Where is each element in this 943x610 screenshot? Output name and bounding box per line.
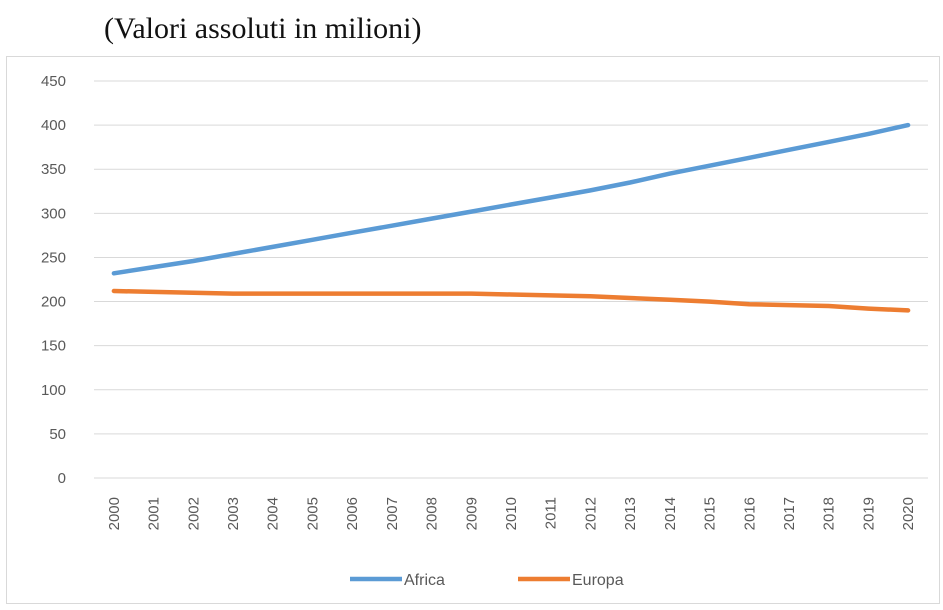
y-tick-label: 300 [41, 205, 66, 222]
y-tick-label: 50 [49, 426, 66, 443]
y-tick-label: 200 [41, 294, 66, 311]
y-tick-label: 350 [41, 161, 66, 178]
x-tick-label: 2016 [741, 497, 758, 530]
chart-frame [6, 56, 940, 604]
x-tick-label: 2006 [344, 497, 361, 530]
gridlines [94, 80, 928, 479]
x-tick-label: 2019 [860, 497, 877, 530]
x-tick-label: 2017 [781, 497, 798, 530]
x-tick-label: 2008 [424, 497, 441, 530]
x-tick-label: 2005 [304, 497, 321, 530]
legend: Africa Europa [350, 572, 624, 589]
x-tick-label: 2000 [106, 497, 123, 530]
y-tick-label: 100 [41, 382, 66, 399]
y-tick-label: 450 [41, 73, 66, 90]
x-tick-label: 2011 [543, 497, 560, 529]
x-tick-label: 2007 [384, 497, 401, 530]
x-tick-label: 2018 [821, 497, 838, 530]
series-line-europa [111, 288, 911, 313]
chart-caption: (Valori assoluti in milioni) [104, 12, 422, 45]
x-tick-label: 2014 [662, 497, 679, 530]
x-tick-label: 2003 [225, 497, 242, 530]
y-axis-ticks: 0 50 100 150 200 250 300 350 400 450 [41, 73, 66, 487]
x-tick-label: 2020 [900, 497, 917, 530]
x-tick-label: 2002 [185, 497, 202, 530]
x-axis-ticks: 2000 2001 2002 2003 2004 2005 2006 2007 2008 2009… [106, 497, 917, 530]
legend-label-europa: Europa [572, 572, 624, 589]
y-tick-label: 400 [41, 117, 66, 134]
y-tick-label: 250 [41, 249, 66, 266]
x-tick-label: 2015 [702, 497, 719, 530]
x-tick-label: 2012 [582, 497, 599, 530]
x-tick-label: 2010 [503, 497, 520, 530]
y-tick-label: 0 [58, 470, 66, 487]
series-line-africa [111, 122, 911, 276]
x-tick-label: 2004 [265, 497, 282, 530]
legend-label-africa: Africa [404, 572, 445, 589]
series-lines [111, 122, 911, 313]
y-tick-label: 150 [41, 338, 66, 355]
x-tick-label: 2001 [146, 497, 163, 530]
x-tick-label: 2013 [622, 497, 639, 530]
x-tick-label: 2009 [463, 497, 480, 530]
